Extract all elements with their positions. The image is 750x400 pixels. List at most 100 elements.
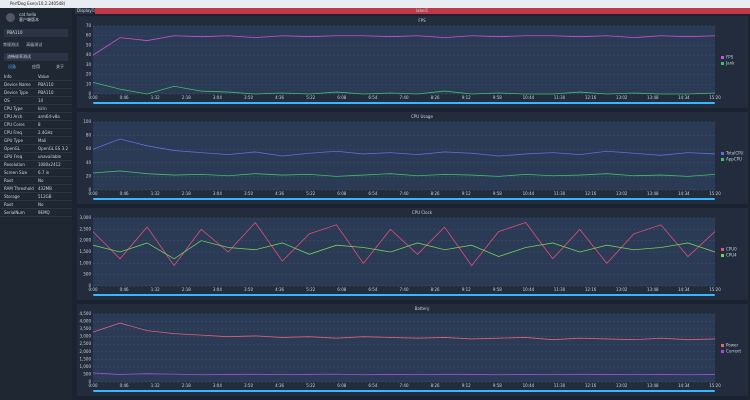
info-value: No	[38, 202, 44, 207]
info-row: GPU Type Mali	[0, 137, 72, 145]
x-tick-label: 1:32	[151, 383, 160, 388]
info-row: RAM Threshold 432MB	[0, 185, 72, 193]
x-tick-label: 9:12	[462, 383, 471, 388]
info-value: 432MB	[38, 186, 52, 191]
x-tick-label: 13:48	[647, 95, 659, 100]
x-tick-label: 4:36	[275, 95, 284, 100]
user-box: cat hello 客户端版本	[0, 8, 72, 26]
x-tick-label: 4:36	[275, 383, 284, 388]
series-line	[92, 81, 716, 95]
mode-button[interactable]: 高级测试	[26, 42, 43, 47]
y-tick-label: 3,000	[80, 215, 92, 220]
x-tick-label: 15:20	[709, 287, 721, 292]
x-tick-label: 13:02	[616, 383, 628, 388]
y-tick-label: 0	[88, 91, 91, 96]
y-tick-label: 20	[86, 173, 92, 178]
info-row: Screen Size 6.7 in	[0, 169, 72, 177]
x-tick-label: 8:26	[431, 95, 440, 100]
y-tick-label: 70	[86, 23, 92, 28]
tab[interactable]: 应用	[32, 64, 40, 69]
legend-label: CPU0	[726, 247, 737, 252]
x-tick-label: 3:50	[244, 95, 253, 100]
x-tick-label: 14:34	[678, 191, 690, 196]
chart-title: FPS	[418, 18, 426, 23]
y-tick-label: 4,000	[80, 319, 92, 324]
device-select[interactable]: PBA110	[4, 29, 68, 37]
x-tick-label: 3:04	[213, 95, 222, 100]
x-tick-label: 7:40	[400, 191, 409, 196]
x-tick-label: 12:16	[585, 383, 597, 388]
legend-swatch	[721, 254, 724, 257]
tab-label[interactable]: DisplayTab	[77, 8, 99, 13]
info-key: Storage	[4, 194, 20, 199]
plot-area	[93, 122, 715, 190]
user-sub: 客户端版本	[19, 16, 39, 22]
info-value: 6.7 in	[38, 170, 50, 175]
x-tick-label: 6:08	[337, 287, 346, 292]
tab[interactable]: 关于	[56, 64, 64, 69]
x-tick-label: 0:00	[89, 191, 98, 196]
info-row: CPU Type kirin	[0, 105, 72, 113]
x-tick-label: 12:16	[585, 95, 597, 100]
y-tick-label: 1,000	[80, 364, 92, 369]
chart-title: Battery	[415, 306, 430, 311]
mode-select[interactable]: 流畅帧率测试	[4, 53, 68, 61]
legend-swatch	[721, 344, 724, 347]
y-tick-label: 20	[86, 72, 92, 77]
x-tick-label: 9:12	[462, 191, 471, 196]
info-row: Device Name PBA110	[0, 81, 72, 89]
x-tick-label: 0:46	[120, 287, 129, 292]
info-value: 2.4GHz	[38, 130, 53, 135]
info-value: kirin	[38, 106, 47, 111]
x-tick-label: 10:44	[523, 383, 535, 388]
info-value: 14	[38, 98, 44, 103]
info-value: Mali	[38, 138, 47, 143]
info-key: Screen Size	[4, 170, 28, 175]
y-tick-label: 500	[83, 272, 91, 277]
chart-area: DisplayTab label1 FPS 0 10 20 30 40 50 60 70 0:00…	[75, 8, 750, 400]
info-key: Root	[4, 178, 14, 183]
chart-title: CPU Clock	[412, 210, 433, 215]
x-tick-label: 14:34	[678, 287, 690, 292]
info-row: CPU Freq 2.4GHz	[0, 129, 72, 137]
scrollbar	[93, 102, 715, 104]
x-tick-label: 0:46	[120, 383, 129, 388]
y-tick-label: 0	[88, 187, 91, 192]
tab-label[interactable]: label1	[416, 8, 429, 13]
mode-button[interactable]: 常规测试	[3, 42, 19, 47]
x-tick-label: 5:22	[306, 383, 315, 388]
info-value: PBA110	[38, 90, 54, 95]
info-value: 9EMQ	[38, 210, 50, 215]
y-tick-label: 50	[86, 42, 92, 47]
info-key: CPU Freq	[4, 130, 22, 135]
x-tick-label: 8:26	[431, 191, 440, 196]
x-tick-label: 13:02	[616, 191, 628, 196]
x-tick-label: 1:32	[151, 287, 160, 292]
x-tick-label: 3:50	[244, 191, 253, 196]
info-key: Info	[4, 74, 12, 79]
info-key: CPU Cores	[4, 122, 25, 127]
info-key: GPU Freq	[4, 154, 23, 159]
x-tick-label: 11:30	[554, 287, 566, 292]
y-tick-label: 4,500	[80, 311, 92, 316]
info-row: GPU Freq unavailable	[0, 153, 72, 161]
tab[interactable]: 设备	[8, 64, 16, 69]
series-line	[92, 322, 716, 341]
x-tick-label: 10:44	[523, 191, 535, 196]
x-tick-label: 8:26	[431, 287, 440, 292]
info-value: OpenGL ES 3.2	[38, 146, 68, 151]
info-value: PBA110	[38, 82, 54, 87]
x-tick-label: 5:22	[306, 95, 315, 100]
x-tick-label: 7:40	[400, 95, 409, 100]
x-tick-label: 0:00	[89, 287, 98, 292]
x-tick-label: 0:00	[89, 383, 98, 388]
info-value: unavailable	[38, 154, 62, 159]
x-tick-label: 5:22	[306, 287, 315, 292]
x-tick-label: 7:40	[400, 383, 409, 388]
info-row: Storage 512GB	[0, 193, 72, 201]
y-tick-label: 30	[86, 62, 92, 67]
plot-area	[93, 26, 715, 94]
info-key: RAM Threshold	[4, 186, 34, 191]
info-row: CPU Arch arm64-v8a	[0, 113, 72, 121]
